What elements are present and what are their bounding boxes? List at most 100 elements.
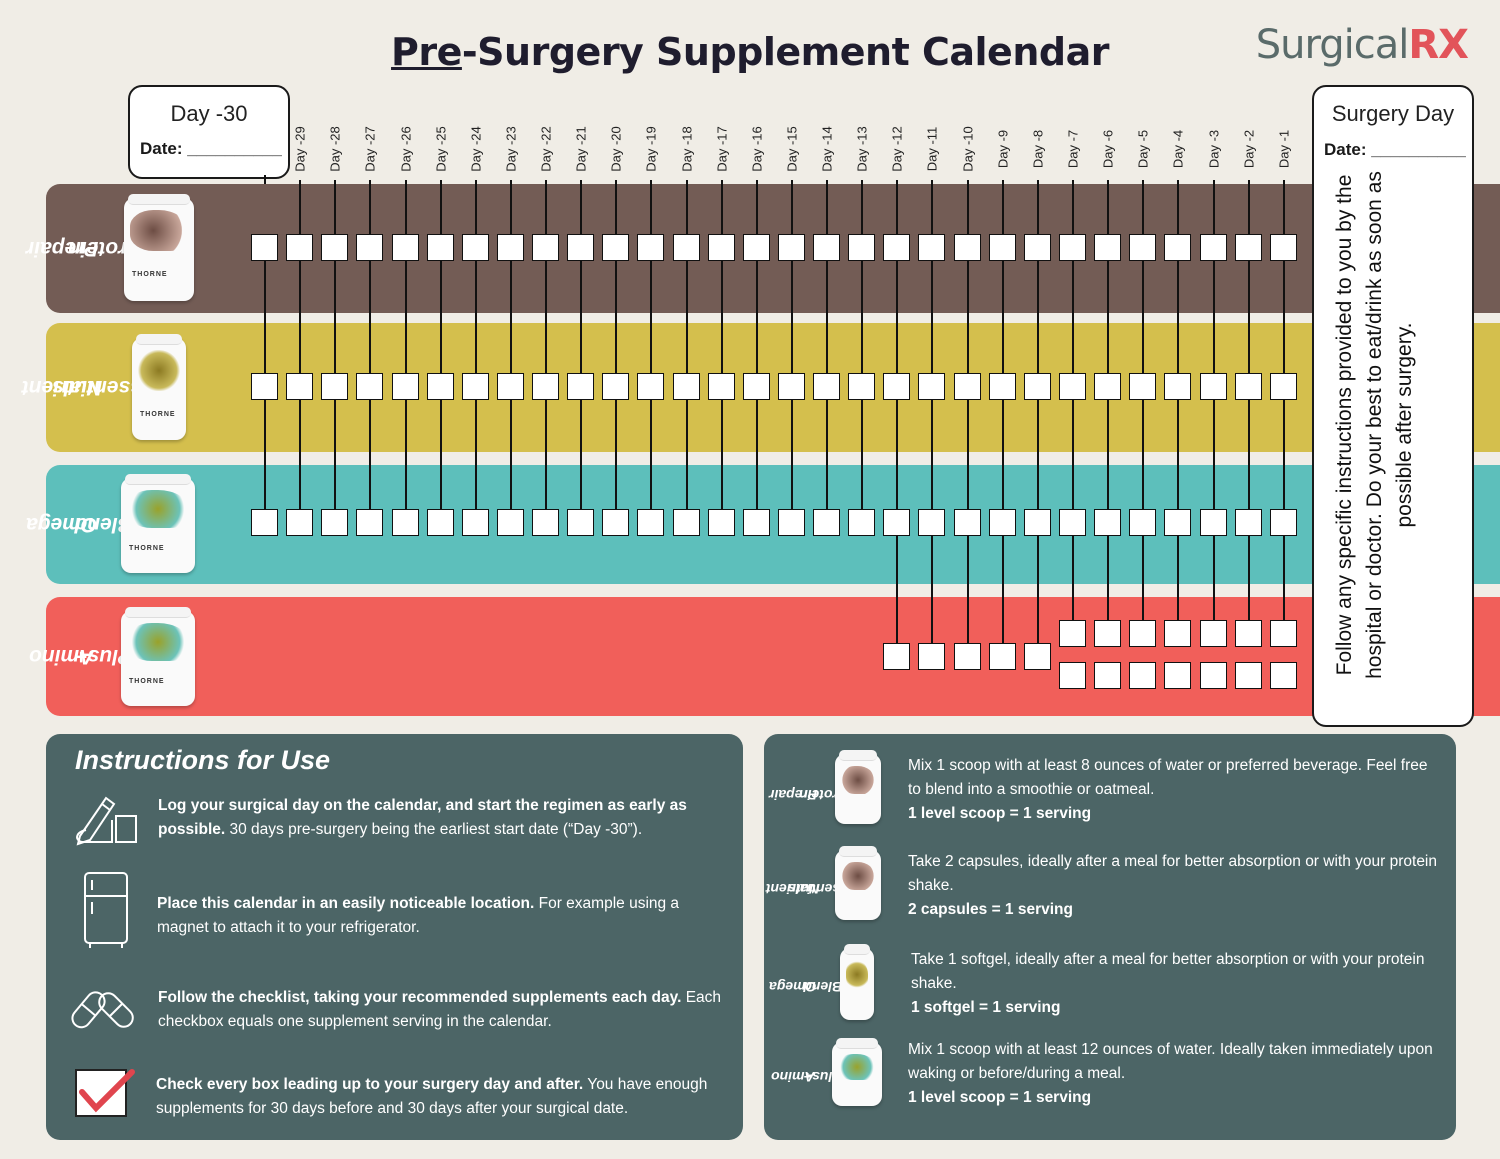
checkbox-prepair-protein[interactable] (1235, 234, 1262, 261)
checkbox-amino-plus[interactable] (954, 643, 981, 670)
checkbox-omega-blend[interactable] (251, 509, 278, 536)
checkbox-nutrient-essentials[interactable] (427, 373, 454, 400)
checkbox-omega-blend[interactable] (918, 509, 945, 536)
checkbox-prepair-protein[interactable] (427, 234, 454, 261)
checkbox-omega-blend[interactable] (848, 509, 875, 536)
checkbox-prepair-protein[interactable] (743, 234, 770, 261)
checkbox-omega-blend[interactable] (1024, 509, 1051, 536)
checkbox-prepair-protein[interactable] (673, 234, 700, 261)
checkbox-omega-blend[interactable] (497, 509, 524, 536)
checkbox-omega-blend[interactable] (1094, 509, 1121, 536)
checkbox-nutrient-essentials[interactable] (1270, 373, 1297, 400)
checkbox-nutrient-essentials[interactable] (602, 373, 629, 400)
checkbox-omega-blend[interactable] (883, 509, 910, 536)
checkbox-prepair-protein[interactable] (567, 234, 594, 261)
checkbox-prepair-protein[interactable] (356, 234, 383, 261)
checkbox-prepair-protein[interactable] (989, 234, 1016, 261)
checkbox-amino-plus[interactable] (1270, 662, 1297, 689)
day-30-date-box[interactable]: Day -30 Date: __________ (128, 85, 290, 179)
checkbox-prepair-protein[interactable] (392, 234, 419, 261)
checkbox-amino-plus[interactable] (1094, 620, 1121, 647)
checkbox-prepair-protein[interactable] (1059, 234, 1086, 261)
checkbox-amino-plus[interactable] (989, 643, 1016, 670)
checkbox-nutrient-essentials[interactable] (743, 373, 770, 400)
checkbox-omega-blend[interactable] (602, 509, 629, 536)
surgery-date-field[interactable]: Date: __________ (1324, 140, 1466, 159)
checkbox-nutrient-essentials[interactable] (778, 373, 805, 400)
checkbox-amino-plus[interactable] (1164, 662, 1191, 689)
checkbox-nutrient-essentials[interactable] (356, 373, 383, 400)
checkbox-prepair-protein[interactable] (251, 234, 278, 261)
checkbox-prepair-protein[interactable] (532, 234, 559, 261)
checkbox-nutrient-essentials[interactable] (286, 373, 313, 400)
checkbox-nutrient-essentials[interactable] (1059, 373, 1086, 400)
checkbox-prepair-protein[interactable] (778, 234, 805, 261)
checkbox-prepair-protein[interactable] (286, 234, 313, 261)
checkbox-omega-blend[interactable] (813, 509, 840, 536)
checkbox-nutrient-essentials[interactable] (673, 373, 700, 400)
checkbox-amino-plus[interactable] (1129, 662, 1156, 689)
checkbox-amino-plus[interactable] (1235, 662, 1262, 689)
checkbox-nutrient-essentials[interactable] (848, 373, 875, 400)
checkbox-omega-blend[interactable] (954, 509, 981, 536)
checkbox-amino-plus[interactable] (1024, 643, 1051, 670)
checkbox-prepair-protein[interactable] (918, 234, 945, 261)
checkbox-nutrient-essentials[interactable] (1164, 373, 1191, 400)
checkbox-amino-plus[interactable] (1129, 620, 1156, 647)
checkbox-prepair-protein[interactable] (1024, 234, 1051, 261)
checkbox-nutrient-essentials[interactable] (321, 373, 348, 400)
checkbox-prepair-protein[interactable] (1164, 234, 1191, 261)
checkbox-amino-plus[interactable] (1270, 620, 1297, 647)
checkbox-omega-blend[interactable] (1270, 509, 1297, 536)
checkbox-amino-plus[interactable] (1235, 620, 1262, 647)
checkbox-prepair-protein[interactable] (1129, 234, 1156, 261)
checkbox-omega-blend[interactable] (743, 509, 770, 536)
checkbox-omega-blend[interactable] (637, 509, 664, 536)
checkbox-omega-blend[interactable] (392, 509, 419, 536)
checkbox-nutrient-essentials[interactable] (392, 373, 419, 400)
checkbox-omega-blend[interactable] (356, 509, 383, 536)
checkbox-nutrient-essentials[interactable] (989, 373, 1016, 400)
checkbox-nutrient-essentials[interactable] (497, 373, 524, 400)
checkbox-prepair-protein[interactable] (708, 234, 735, 261)
checkbox-omega-blend[interactable] (532, 509, 559, 536)
checkbox-prepair-protein[interactable] (1270, 234, 1297, 261)
checkbox-amino-plus[interactable] (1059, 662, 1086, 689)
checkbox-omega-blend[interactable] (1129, 509, 1156, 536)
checkbox-prepair-protein[interactable] (813, 234, 840, 261)
checkbox-prepair-protein[interactable] (321, 234, 348, 261)
checkbox-nutrient-essentials[interactable] (918, 373, 945, 400)
checkbox-nutrient-essentials[interactable] (637, 373, 664, 400)
checkbox-prepair-protein[interactable] (637, 234, 664, 261)
checkbox-nutrient-essentials[interactable] (954, 373, 981, 400)
checkbox-nutrient-essentials[interactable] (532, 373, 559, 400)
checkbox-nutrient-essentials[interactable] (251, 373, 278, 400)
checkbox-omega-blend[interactable] (989, 509, 1016, 536)
checkbox-prepair-protein[interactable] (848, 234, 875, 261)
checkbox-nutrient-essentials[interactable] (813, 373, 840, 400)
checkbox-prepair-protein[interactable] (497, 234, 524, 261)
checkbox-prepair-protein[interactable] (1200, 234, 1227, 261)
checkbox-prepair-protein[interactable] (602, 234, 629, 261)
checkbox-omega-blend[interactable] (567, 509, 594, 536)
checkbox-nutrient-essentials[interactable] (1235, 373, 1262, 400)
checkbox-omega-blend[interactable] (1059, 509, 1086, 536)
checkbox-nutrient-essentials[interactable] (462, 373, 489, 400)
checkbox-omega-blend[interactable] (321, 509, 348, 536)
checkbox-prepair-protein[interactable] (462, 234, 489, 261)
checkbox-nutrient-essentials[interactable] (1024, 373, 1051, 400)
checkbox-amino-plus[interactable] (918, 643, 945, 670)
checkbox-omega-blend[interactable] (427, 509, 454, 536)
day-30-date-field[interactable]: Date: __________ (140, 139, 282, 158)
checkbox-nutrient-essentials[interactable] (708, 373, 735, 400)
checkbox-prepair-protein[interactable] (883, 234, 910, 261)
checkbox-omega-blend[interactable] (708, 509, 735, 536)
checkbox-nutrient-essentials[interactable] (1094, 373, 1121, 400)
checkbox-omega-blend[interactable] (1235, 509, 1262, 536)
checkbox-omega-blend[interactable] (778, 509, 805, 536)
checkbox-amino-plus[interactable] (1200, 662, 1227, 689)
checkbox-amino-plus[interactable] (883, 643, 910, 670)
checkbox-omega-blend[interactable] (1164, 509, 1191, 536)
checkbox-nutrient-essentials[interactable] (1129, 373, 1156, 400)
checkbox-amino-plus[interactable] (1094, 662, 1121, 689)
